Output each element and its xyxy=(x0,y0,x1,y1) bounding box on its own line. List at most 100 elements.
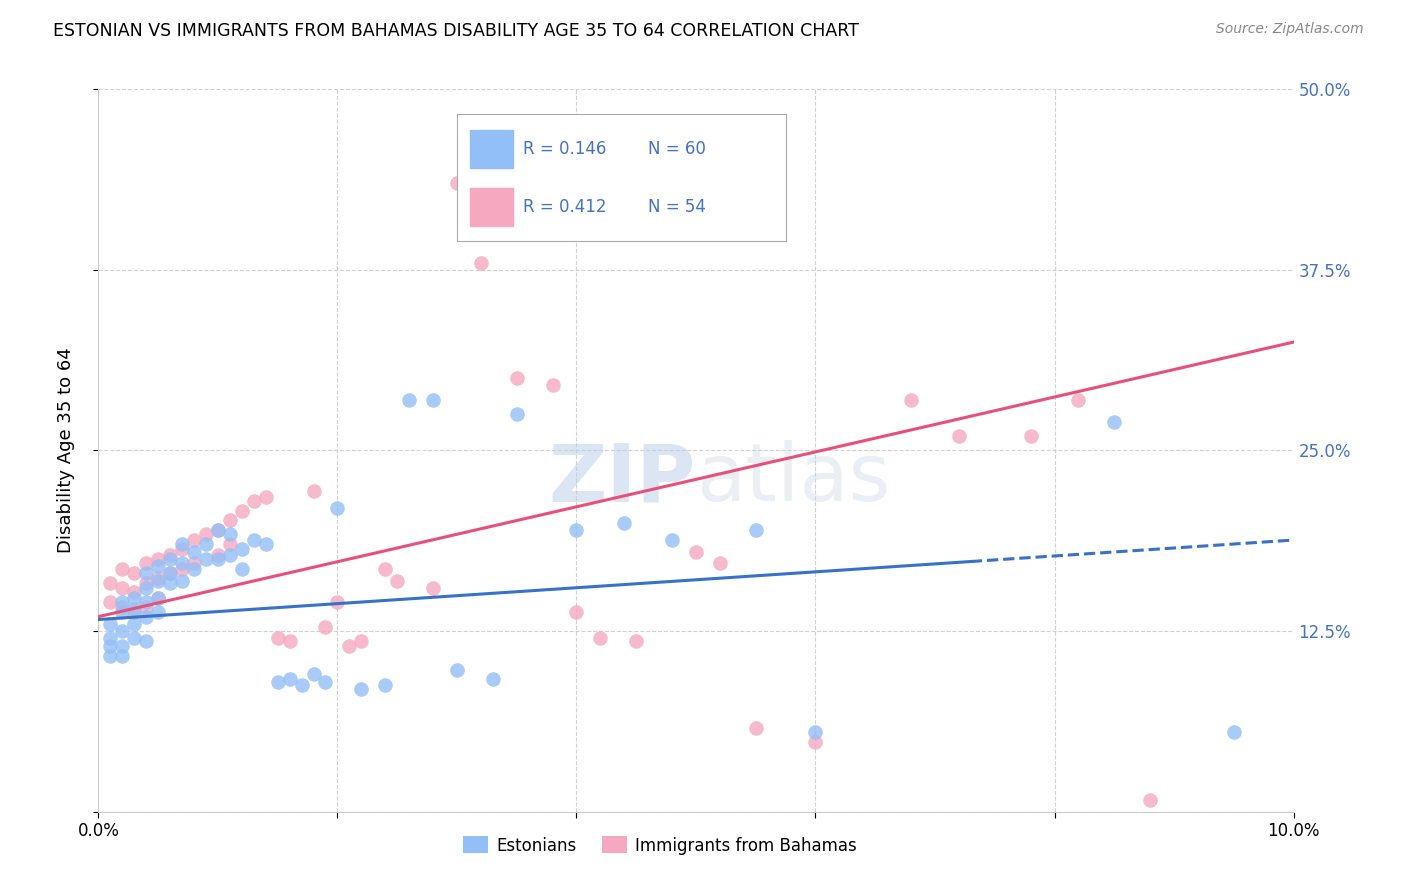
Text: Source: ZipAtlas.com: Source: ZipAtlas.com xyxy=(1216,22,1364,37)
Point xyxy=(1223,725,1246,739)
Point xyxy=(506,371,529,385)
Point xyxy=(148,574,170,588)
Point xyxy=(709,556,731,570)
Point xyxy=(291,677,314,691)
Point xyxy=(231,504,253,518)
Point xyxy=(124,616,146,631)
Point xyxy=(207,551,229,566)
Point xyxy=(254,490,277,504)
Point xyxy=(124,632,146,646)
Point xyxy=(374,562,396,576)
Point xyxy=(135,634,157,648)
Point xyxy=(1067,392,1090,407)
Point xyxy=(135,599,157,614)
Point xyxy=(302,483,325,498)
Point xyxy=(804,735,827,749)
Point xyxy=(589,632,612,646)
Point xyxy=(135,576,157,591)
Point xyxy=(159,566,181,581)
Point xyxy=(374,677,396,691)
Point xyxy=(446,663,468,677)
Point xyxy=(148,559,170,574)
Point xyxy=(183,544,205,558)
Point xyxy=(745,523,768,537)
Point xyxy=(124,605,146,619)
Point xyxy=(350,634,373,648)
Point xyxy=(172,556,194,570)
Point xyxy=(172,541,194,556)
Point xyxy=(135,609,157,624)
Point xyxy=(243,533,266,547)
Point xyxy=(98,648,122,663)
Point xyxy=(339,639,361,653)
Point xyxy=(172,562,194,576)
Point xyxy=(172,537,194,551)
Point xyxy=(900,392,922,407)
Point xyxy=(207,523,229,537)
Point xyxy=(111,605,134,619)
Point xyxy=(267,674,290,689)
Point xyxy=(148,571,170,585)
Point xyxy=(111,599,134,614)
Point xyxy=(613,516,636,530)
Point xyxy=(111,648,134,663)
Point xyxy=(565,605,588,619)
Point xyxy=(172,574,194,588)
Point xyxy=(98,632,122,646)
Point xyxy=(565,523,588,537)
Point xyxy=(135,566,157,581)
Point xyxy=(183,556,205,570)
Point xyxy=(326,501,349,516)
Point xyxy=(135,581,157,595)
Point xyxy=(745,721,768,735)
Point xyxy=(219,527,242,541)
Point xyxy=(278,634,301,648)
Point xyxy=(422,581,444,595)
Point xyxy=(207,523,229,537)
Point xyxy=(148,605,170,619)
Point xyxy=(159,548,181,562)
Point xyxy=(661,533,683,547)
Point xyxy=(98,595,122,609)
Point xyxy=(326,595,349,609)
Text: ESTONIAN VS IMMIGRANTS FROM BAHAMAS DISABILITY AGE 35 TO 64 CORRELATION CHART: ESTONIAN VS IMMIGRANTS FROM BAHAMAS DISA… xyxy=(53,22,859,40)
Y-axis label: Disability Age 35 to 64: Disability Age 35 to 64 xyxy=(56,348,75,553)
Point xyxy=(315,620,337,634)
Point xyxy=(243,494,266,508)
Point xyxy=(98,576,122,591)
Point xyxy=(148,591,170,605)
Text: atlas: atlas xyxy=(696,441,890,518)
Point xyxy=(219,548,242,562)
Point xyxy=(685,544,707,558)
Point xyxy=(315,674,337,689)
Point xyxy=(350,681,373,696)
Point xyxy=(98,616,122,631)
Point xyxy=(135,595,157,609)
Point xyxy=(159,551,181,566)
Text: ZIP: ZIP xyxy=(548,441,696,518)
Point xyxy=(267,632,290,646)
Point xyxy=(1104,415,1126,429)
Point xyxy=(159,566,181,581)
Point xyxy=(541,378,564,392)
Point xyxy=(231,562,253,576)
Point xyxy=(111,562,134,576)
Point xyxy=(183,533,205,547)
Legend: Estonians, Immigrants from Bahamas: Estonians, Immigrants from Bahamas xyxy=(457,830,863,861)
Point xyxy=(278,672,301,686)
Point xyxy=(148,591,170,605)
Point xyxy=(1139,793,1161,807)
Point xyxy=(385,574,409,588)
Point xyxy=(1019,429,1042,443)
Point xyxy=(207,548,229,562)
Point xyxy=(148,551,170,566)
Point xyxy=(219,537,242,551)
Point xyxy=(398,392,420,407)
Point xyxy=(195,527,218,541)
Point xyxy=(111,624,134,639)
Point xyxy=(231,541,253,556)
Point xyxy=(626,634,648,648)
Point xyxy=(195,551,218,566)
Point xyxy=(422,392,444,407)
Point xyxy=(124,602,146,616)
